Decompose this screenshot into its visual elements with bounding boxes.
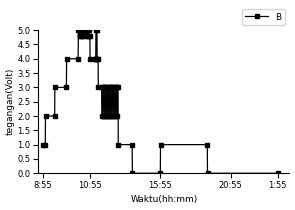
B — [130, 143, 134, 146]
B — [87, 29, 91, 32]
B — [41, 143, 45, 146]
B — [276, 172, 279, 175]
B — [81, 29, 85, 32]
B — [82, 29, 86, 32]
B — [102, 115, 106, 117]
B — [102, 86, 106, 89]
Legend: B: B — [242, 9, 285, 25]
X-axis label: Waktu(hh:mm): Waktu(hh:mm) — [130, 196, 197, 205]
B — [77, 29, 80, 32]
B — [131, 172, 134, 175]
Y-axis label: tegangan(Volt): tegangan(Volt) — [6, 68, 14, 135]
Line: B: B — [40, 28, 280, 176]
